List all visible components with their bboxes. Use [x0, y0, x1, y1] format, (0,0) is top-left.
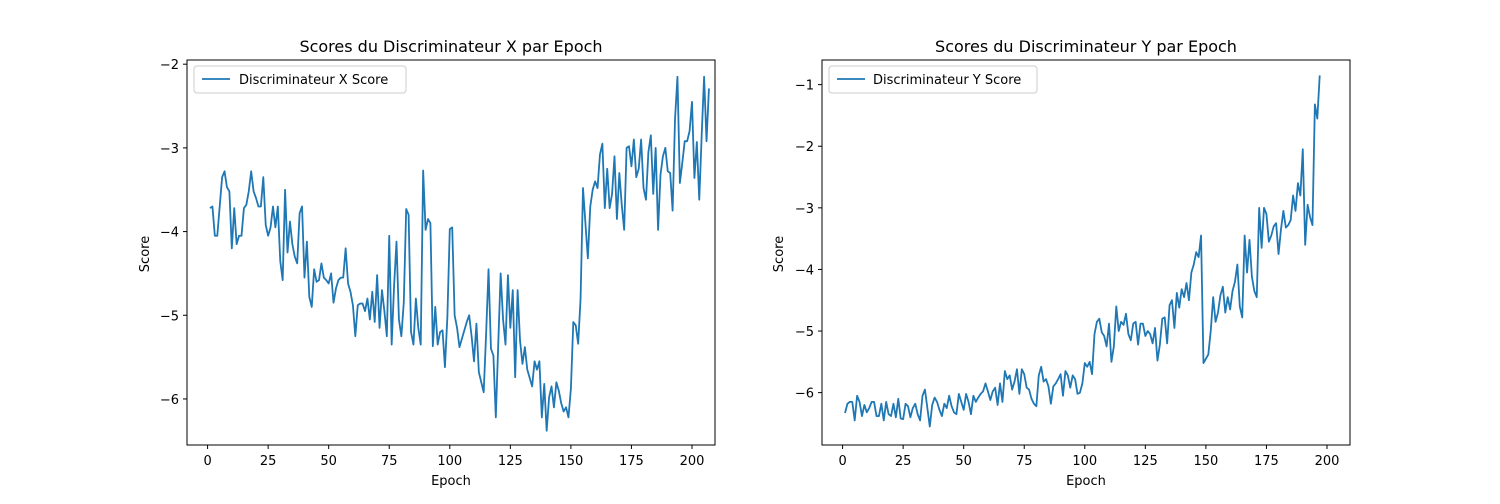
x-axis-ticks: 0 25 50 75 100 125 150 175 200 [203, 445, 704, 469]
x-tick-label: 150 [1193, 454, 1218, 469]
x-tick-label: 0 [203, 454, 211, 469]
legend: Discriminateur X Score [193, 65, 407, 94]
x-tick-label: 150 [558, 454, 583, 469]
y-axis-label: Score [772, 236, 787, 272]
x-tick-label: 200 [1315, 454, 1340, 469]
x-tick-label: 175 [619, 454, 644, 469]
y-tick-label: −2 [160, 58, 179, 73]
x-tick-label: 0 [838, 454, 846, 469]
x-tick-label: 50 [320, 454, 337, 469]
y-axis-ticks: −6 −5 −4 −3 −2 −1 [795, 79, 822, 402]
x-axis-label: Epoch [431, 474, 471, 489]
x-tick-label: 75 [381, 454, 398, 469]
x-tick-label: 125 [498, 454, 523, 469]
y-tick-label: −6 [160, 393, 179, 408]
x-tick-label: 100 [437, 454, 462, 469]
legend-box [828, 65, 1038, 94]
y-tick-label: −6 [795, 387, 814, 402]
legend: Discriminateur Y Score [828, 65, 1038, 94]
y-tick-label: −4 [160, 226, 179, 241]
chart-discriminator-y: Scores du Discriminateur Y par Epoch Epo… [772, 37, 1351, 489]
plot-frame [186, 59, 716, 446]
chart-discriminator-x: Scores du Discriminateur X par Epoch Epo… [138, 37, 716, 489]
y-axis-label: Score [138, 236, 153, 272]
y-tick-label: −5 [160, 309, 179, 324]
plot-frame [821, 59, 1351, 446]
x-tick-label: 75 [1016, 454, 1033, 469]
y-tick-label: −1 [795, 79, 814, 94]
legend-label: Discriminateur X Score [239, 73, 388, 88]
legend-label: Discriminateur Y Score [873, 73, 1021, 88]
x-tick-label: 50 [955, 454, 972, 469]
y-tick-label: −2 [795, 140, 814, 155]
x-tick-label: 25 [895, 454, 912, 469]
x-tick-label: 200 [680, 454, 705, 469]
x-axis-label: Epoch [1066, 474, 1106, 489]
x-tick-label: 125 [1133, 454, 1158, 469]
y-tick-label: −5 [795, 325, 814, 340]
chart-title: Scores du Discriminateur Y par Epoch [935, 37, 1237, 56]
x-tick-label: 25 [260, 454, 277, 469]
y-tick-label: −3 [160, 142, 179, 157]
series-line-discriminator-y [844, 75, 1321, 428]
y-axis-ticks: −6 −5 −4 −3 −2 [160, 58, 187, 408]
y-tick-label: −4 [795, 263, 814, 278]
series-line-discriminator-x [209, 75, 710, 432]
x-tick-label: 175 [1254, 454, 1279, 469]
y-tick-label: −3 [795, 202, 814, 217]
x-axis-ticks: 0 25 50 75 100 125 150 175 200 [838, 445, 1339, 469]
legend-box [193, 65, 407, 94]
chart-title: Scores du Discriminateur X par Epoch [299, 37, 602, 56]
x-tick-label: 100 [1072, 454, 1097, 469]
